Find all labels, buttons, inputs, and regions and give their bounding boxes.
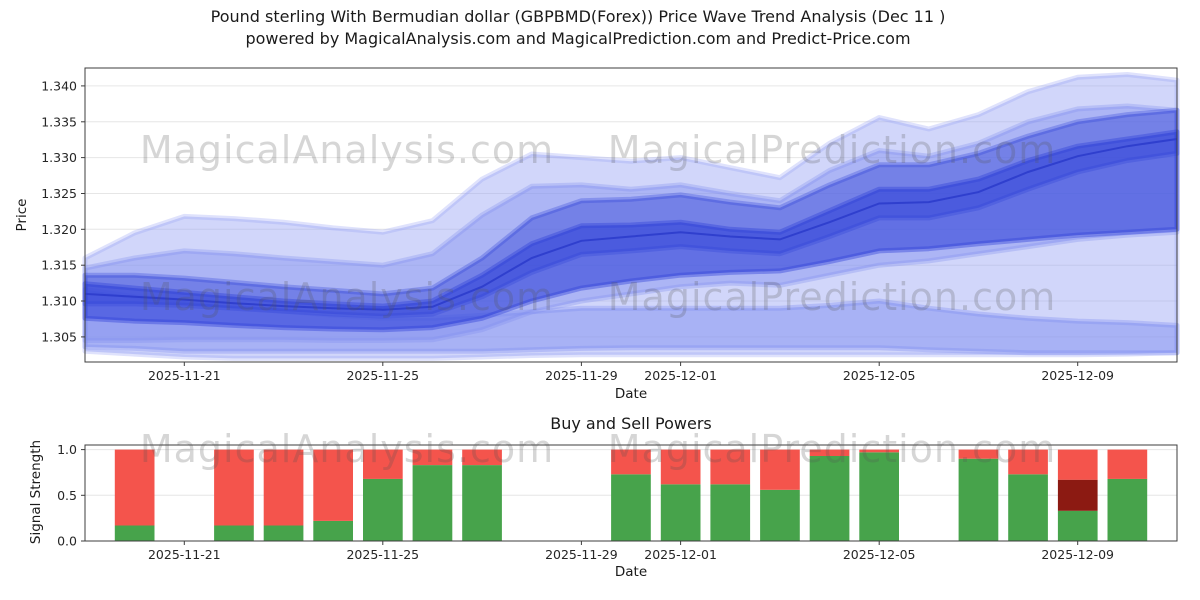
bar-segment-sell xyxy=(611,449,651,475)
x-tick-label: 2025-11-29 xyxy=(545,547,618,562)
bar-segment-sell_dark xyxy=(1057,479,1098,511)
y-tick-label: 1.335 xyxy=(41,114,77,129)
bar-segment-sell xyxy=(263,449,304,526)
bar-segment-buy xyxy=(263,525,304,541)
bar-segment-sell xyxy=(114,449,155,526)
bar-segment-buy xyxy=(114,525,155,541)
bar-segment-sell xyxy=(363,449,403,479)
figure-title: Pound sterling With Bermudian dollar (GB… xyxy=(210,7,946,26)
bar-segment-buy xyxy=(1107,478,1148,541)
bar-segment-buy xyxy=(859,452,899,541)
bar-segment-sell xyxy=(760,449,800,490)
bar-segment-sell xyxy=(1008,449,1048,475)
bar-segment-sell xyxy=(809,449,850,456)
bar-segment-buy xyxy=(214,525,254,541)
plot-border xyxy=(84,67,1178,363)
bar-segment-buy xyxy=(1057,510,1098,541)
signal-strength-axis-label: Signal Strength xyxy=(28,439,44,545)
y-tick-label: 1.0 xyxy=(57,442,77,457)
bar-segment-sell xyxy=(859,449,899,453)
date-axis-label-bottom: Date xyxy=(614,564,648,580)
bar-segment-buy xyxy=(313,520,353,541)
bar-segment-sell xyxy=(214,449,254,526)
x-tick-label: 2025-12-05 xyxy=(843,547,916,562)
y-tick-label: 1.340 xyxy=(41,78,77,93)
x-tick-label: 2025-12-09 xyxy=(1041,547,1114,562)
bar-segment-buy xyxy=(760,489,800,541)
bar-segment-sell xyxy=(958,449,999,459)
bars-chart-title: Buy and Sell Powers xyxy=(550,414,712,433)
figure-subtitle: powered by MagicalAnalysis.com and Magic… xyxy=(245,29,911,48)
x-tick-label: 2025-12-01 xyxy=(644,368,717,383)
bar-segment-buy xyxy=(958,458,999,541)
x-tick-label: 2025-11-21 xyxy=(148,547,221,562)
x-tick-label: 2025-11-25 xyxy=(346,547,419,562)
bar-segment-sell xyxy=(313,449,353,521)
bar-segment-buy xyxy=(363,478,403,541)
y-tick-label: 1.305 xyxy=(41,329,77,344)
bar-segment-sell xyxy=(710,449,751,485)
date-axis-label-top: Date xyxy=(614,386,648,402)
y-tick-label: 0.5 xyxy=(57,488,77,503)
bar-segment-sell xyxy=(412,449,453,466)
price-axis-label: Price xyxy=(14,198,30,232)
x-tick-label: 2025-12-09 xyxy=(1041,368,1114,383)
y-tick-label: 1.320 xyxy=(41,222,77,237)
x-tick-label: 2025-11-25 xyxy=(346,368,419,383)
x-tick-label: 2025-12-05 xyxy=(843,368,916,383)
bar-segment-buy xyxy=(1008,474,1048,541)
y-tick-label: 1.330 xyxy=(41,150,77,165)
bar-segment-buy xyxy=(710,484,751,541)
plot-border xyxy=(84,444,1178,542)
y-tick-label: 0.0 xyxy=(57,534,77,549)
trend-line xyxy=(84,138,1178,311)
x-tick-label: 2025-11-29 xyxy=(545,368,618,383)
bar-segment-buy xyxy=(660,484,701,541)
bar-segment-sell xyxy=(1057,449,1098,480)
bar-segment-buy xyxy=(462,465,502,541)
bar-segment-sell xyxy=(660,449,701,485)
y-tick-label: 1.310 xyxy=(41,294,77,309)
x-tick-label: 2025-11-21 xyxy=(148,368,221,383)
x-tick-label: 2025-12-01 xyxy=(644,547,717,562)
y-tick-label: 1.315 xyxy=(41,258,77,273)
bar-segment-buy xyxy=(412,465,453,541)
bar-segment-buy xyxy=(809,456,850,541)
bar-segment-sell xyxy=(462,449,502,466)
bar-segment-sell xyxy=(1107,449,1148,479)
bar-segment-buy xyxy=(611,474,651,541)
y-tick-label: 1.325 xyxy=(41,186,77,201)
